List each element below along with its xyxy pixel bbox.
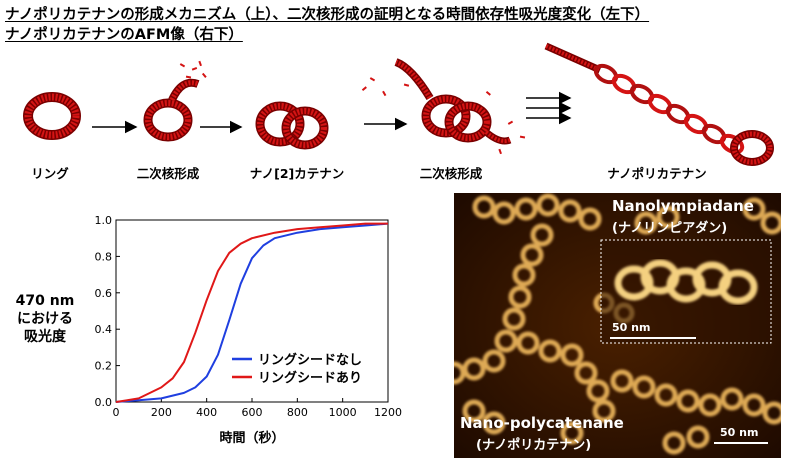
y-axis-label-line3: 吸光度: [24, 329, 66, 345]
label-nanolympiadane-jp: (ナノリンピアダン): [612, 221, 728, 236]
y-tick-label: 0.2: [95, 360, 113, 373]
inset-frame: [600, 239, 772, 344]
y-ticks: 0.0 0.2 0.4 0.6 0.8 1.0: [95, 214, 120, 409]
y-axis-label-line2: における: [17, 311, 73, 327]
x-ticks: 0 200 400 600 800 1000 1200: [113, 398, 402, 419]
series-line-no-seed: [115, 222, 389, 403]
y-tick-label: 0.8: [95, 250, 113, 263]
y-axis-label: 470 nm における 吸光度: [12, 292, 78, 346]
x-tick-label: 200: [151, 406, 172, 419]
afm-image: Nanolympiadane (ナノリンピアダン) 50 nm Nano-pol…: [454, 193, 781, 458]
series-lines: [115, 222, 389, 403]
x-tick-label: 600: [242, 406, 263, 419]
scale-label-inset: 50 nm: [612, 321, 651, 334]
y-tick-label: 0.0: [95, 396, 113, 409]
y-tick-label: 1.0: [95, 214, 113, 227]
legend: リングシードなし リングシードあり: [232, 352, 362, 386]
afm-texture: [454, 193, 781, 458]
legend-label-with-seed: リングシードあり: [258, 370, 362, 386]
x-tick-label: 400: [196, 406, 217, 419]
y-tick-label: 0.4: [95, 323, 113, 336]
series-line-with-seed: [115, 222, 388, 403]
stage-label-secondary-nucleation-2: 二次核形成: [420, 166, 483, 181]
stage-label-ring: リング: [31, 166, 69, 181]
label-nanolympiadane: Nanolympiadane: [612, 197, 754, 215]
nanolympiadane-inset: [614, 259, 758, 305]
secondary-nucleation-ring-icon: [143, 60, 207, 142]
stage-label-secondary-nucleation-1: 二次核形成: [137, 166, 200, 181]
label-nano-polycatenane-jp: (ナノポリカテナン): [476, 438, 592, 453]
triple-arrow: [526, 91, 572, 125]
y-axis-label-line1: 470 nm: [15, 293, 75, 309]
x-tick-label: 1000: [329, 406, 357, 419]
y-tick-label: 0.6: [95, 287, 113, 300]
scale-label-main: 50 nm: [720, 426, 759, 439]
x-axis-label: 時間（秒）: [219, 430, 284, 446]
stage-label-nano-2-catenane: ナノ[2]カテナン: [250, 166, 345, 181]
stage-label-nano-polycatenane: ナノポリカテナン: [607, 166, 706, 181]
nano-polycatenane-chain-icon: [544, 42, 774, 166]
label-nano-polycatenane: Nano-polycatenane: [460, 414, 624, 432]
legend-label-no-seed: リングシードなし: [258, 352, 362, 368]
x-tick-label: 800: [287, 406, 308, 419]
x-tick-label: 1200: [374, 406, 402, 419]
figure-title-line2: ナノポリカテナンのAFM像（右下）: [5, 27, 243, 43]
mechanism-panel: リング 二次核形成 ナノ[2]カテナン 二次核形成 ナノポリカテナン: [23, 42, 774, 181]
ring-icon: [23, 92, 81, 140]
catenane-secondary-nucleation-icon: [361, 58, 526, 155]
x-tick-label: 0: [113, 406, 120, 419]
figure-title-line1: ナノポリカテナンの形成メカニズム（上）、二次核形成の証明となる時間依存性吸光度変…: [5, 7, 650, 23]
nano-2-catenane-icon: [255, 101, 329, 150]
absorbance-chart: 0 200 400 600 800 1000 1200 0.0 0.2 0.4 0.6 0.8 1.0…: [95, 214, 403, 446]
